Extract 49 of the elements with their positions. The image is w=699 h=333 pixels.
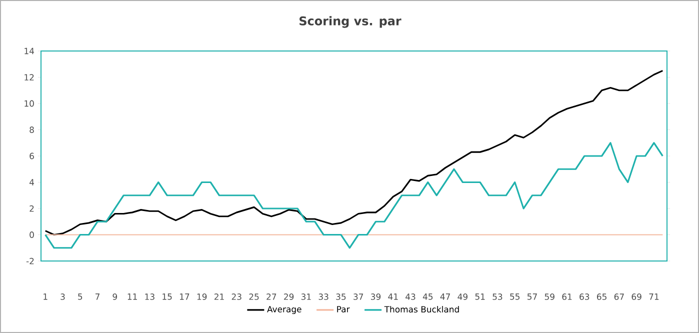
y-tick-label: 0	[30, 232, 34, 238]
legend-label: Thomas Buckland	[384, 306, 459, 313]
x-tick-label: 19	[197, 294, 207, 300]
x-tick-label: 51	[475, 294, 485, 300]
x-tick-label: 41	[388, 294, 398, 300]
y-tick-label: 10	[24, 100, 34, 107]
x-tick-label: 39	[370, 294, 381, 300]
x-tick-label: 25	[249, 294, 259, 300]
x-tick-label: 23	[232, 294, 242, 300]
x-tick-label: 33	[318, 294, 328, 300]
x-tick-label: 67	[614, 294, 624, 300]
x-tick-label: 7	[96, 294, 100, 300]
x-tick-label: 63	[580, 294, 590, 300]
x-tick-label: 53	[492, 294, 502, 300]
x-tick-label: 13	[145, 294, 154, 300]
x-tick-label: 55	[510, 294, 520, 300]
y-tick-label: 8	[30, 126, 34, 133]
x-tick-label: 57	[528, 294, 537, 300]
x-tick-label: 11	[128, 294, 137, 300]
x-tick-label: 9	[112, 294, 118, 300]
x-tick-label: 65	[597, 294, 606, 300]
x-tick-label: 47	[440, 294, 450, 300]
x-tick-label: 17	[180, 294, 190, 300]
x-tick-label: 37	[354, 294, 364, 300]
x-tick-label: 31	[301, 294, 311, 300]
x-tick-label: 35	[336, 294, 346, 300]
chart-title: Scoring vs. par	[300, 16, 402, 28]
legend-label: Par	[337, 306, 350, 312]
y-tick-label: 2	[30, 205, 34, 212]
x-tick-label: 49	[458, 294, 468, 300]
x-tick-label: 21	[214, 294, 224, 300]
y-tick-label: 6	[30, 152, 34, 160]
x-tick-label: 29	[284, 294, 294, 300]
y-tick-label: -2	[26, 258, 34, 264]
x-tick-label: 69	[632, 294, 642, 300]
x-tick-label: 5	[78, 294, 82, 300]
x-tick-label: 27	[266, 294, 276, 300]
x-tick-label: 71	[649, 294, 659, 300]
x-tick-label: 43	[406, 294, 416, 300]
x-tick-label: 59	[544, 294, 554, 300]
y-tick-label: 4	[30, 179, 34, 186]
x-tick-label: 1	[44, 294, 48, 300]
x-tick-label: 3	[60, 294, 65, 300]
legend-label: Average	[267, 306, 302, 314]
x-tick-label: 45	[422, 294, 433, 300]
x-tick-label: 61	[562, 294, 572, 300]
y-tick-label: 12	[24, 74, 34, 80]
x-tick-label: 15	[162, 294, 172, 300]
y-tick-label: 14	[24, 48, 34, 54]
